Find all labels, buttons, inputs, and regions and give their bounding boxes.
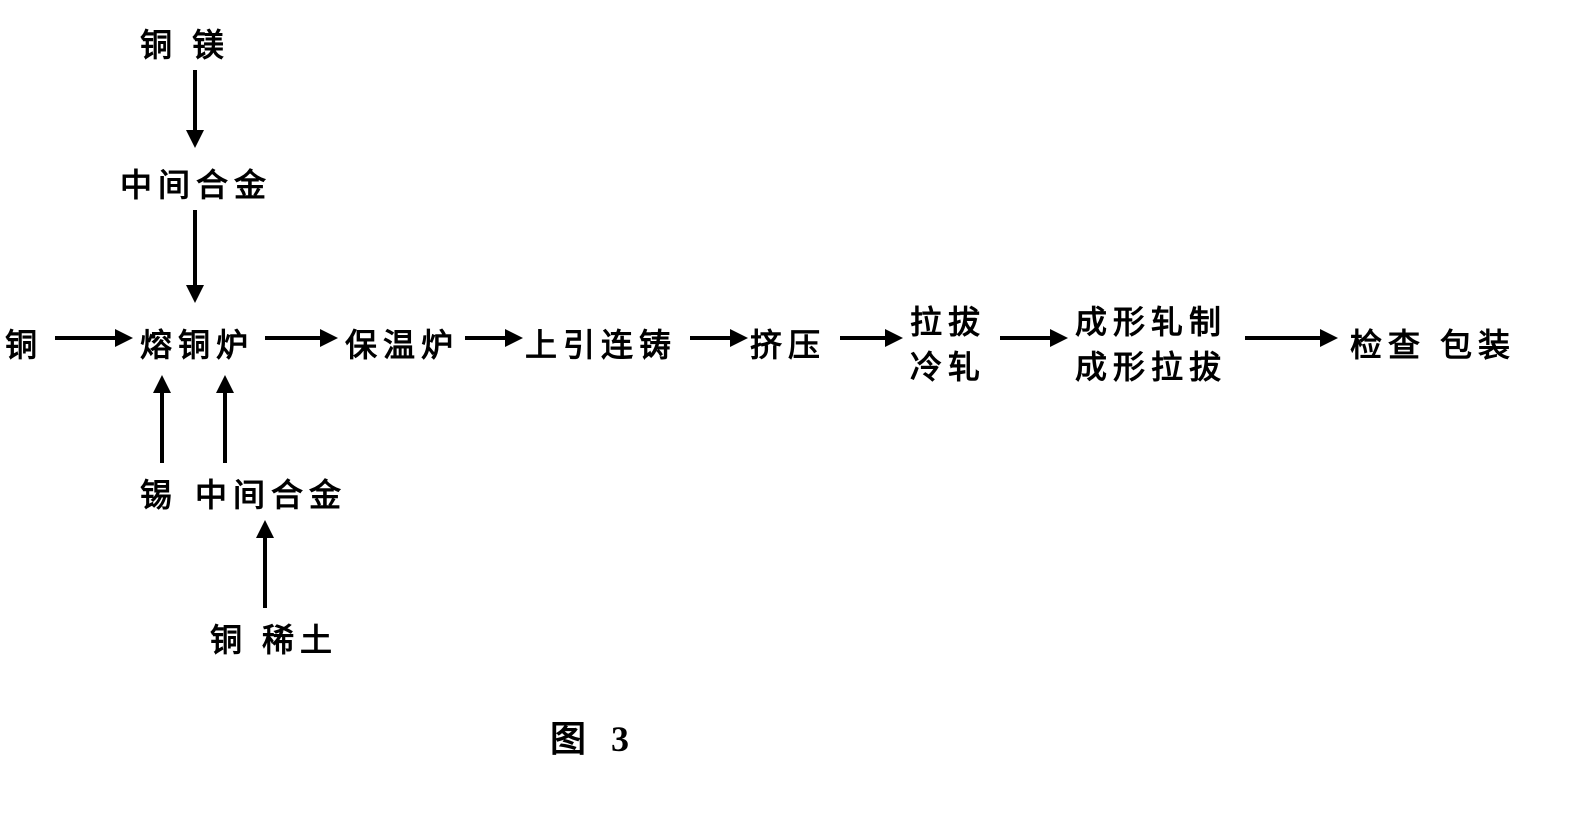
node-inspection-packaging: 检查 包装 <box>1350 320 1516 366</box>
node-cu-re: 铜 稀土 <box>210 615 338 661</box>
node-melting-furnace: 熔铜炉 <box>140 320 254 366</box>
node-cu-left: 铜 <box>5 320 43 366</box>
node-holding-furnace: 保温炉 <box>345 320 459 366</box>
node-sn: 锡 <box>140 470 178 516</box>
figure-caption: 图 3 <box>550 710 637 762</box>
node-intermediate-alloy-bottom: 中间合金 <box>195 470 347 516</box>
node-intermediate-alloy-top: 中间合金 <box>120 160 272 206</box>
node-cu-mg: 铜 镁 <box>140 20 230 66</box>
node-drawing: 拉拔 <box>910 300 986 345</box>
node-cold-rolling: 冷轧 <box>910 345 986 390</box>
node-upcasting: 上引连铸 <box>525 320 677 366</box>
node-forming: 成形轧制 成形拉拔 <box>1075 300 1227 390</box>
node-forming-drawing: 成形拉拔 <box>1075 345 1227 390</box>
node-drawing-rolling: 拉拔 冷轧 <box>910 300 986 390</box>
node-forming-rolling: 成形轧制 <box>1075 300 1227 345</box>
node-extrusion: 挤压 <box>750 320 826 366</box>
